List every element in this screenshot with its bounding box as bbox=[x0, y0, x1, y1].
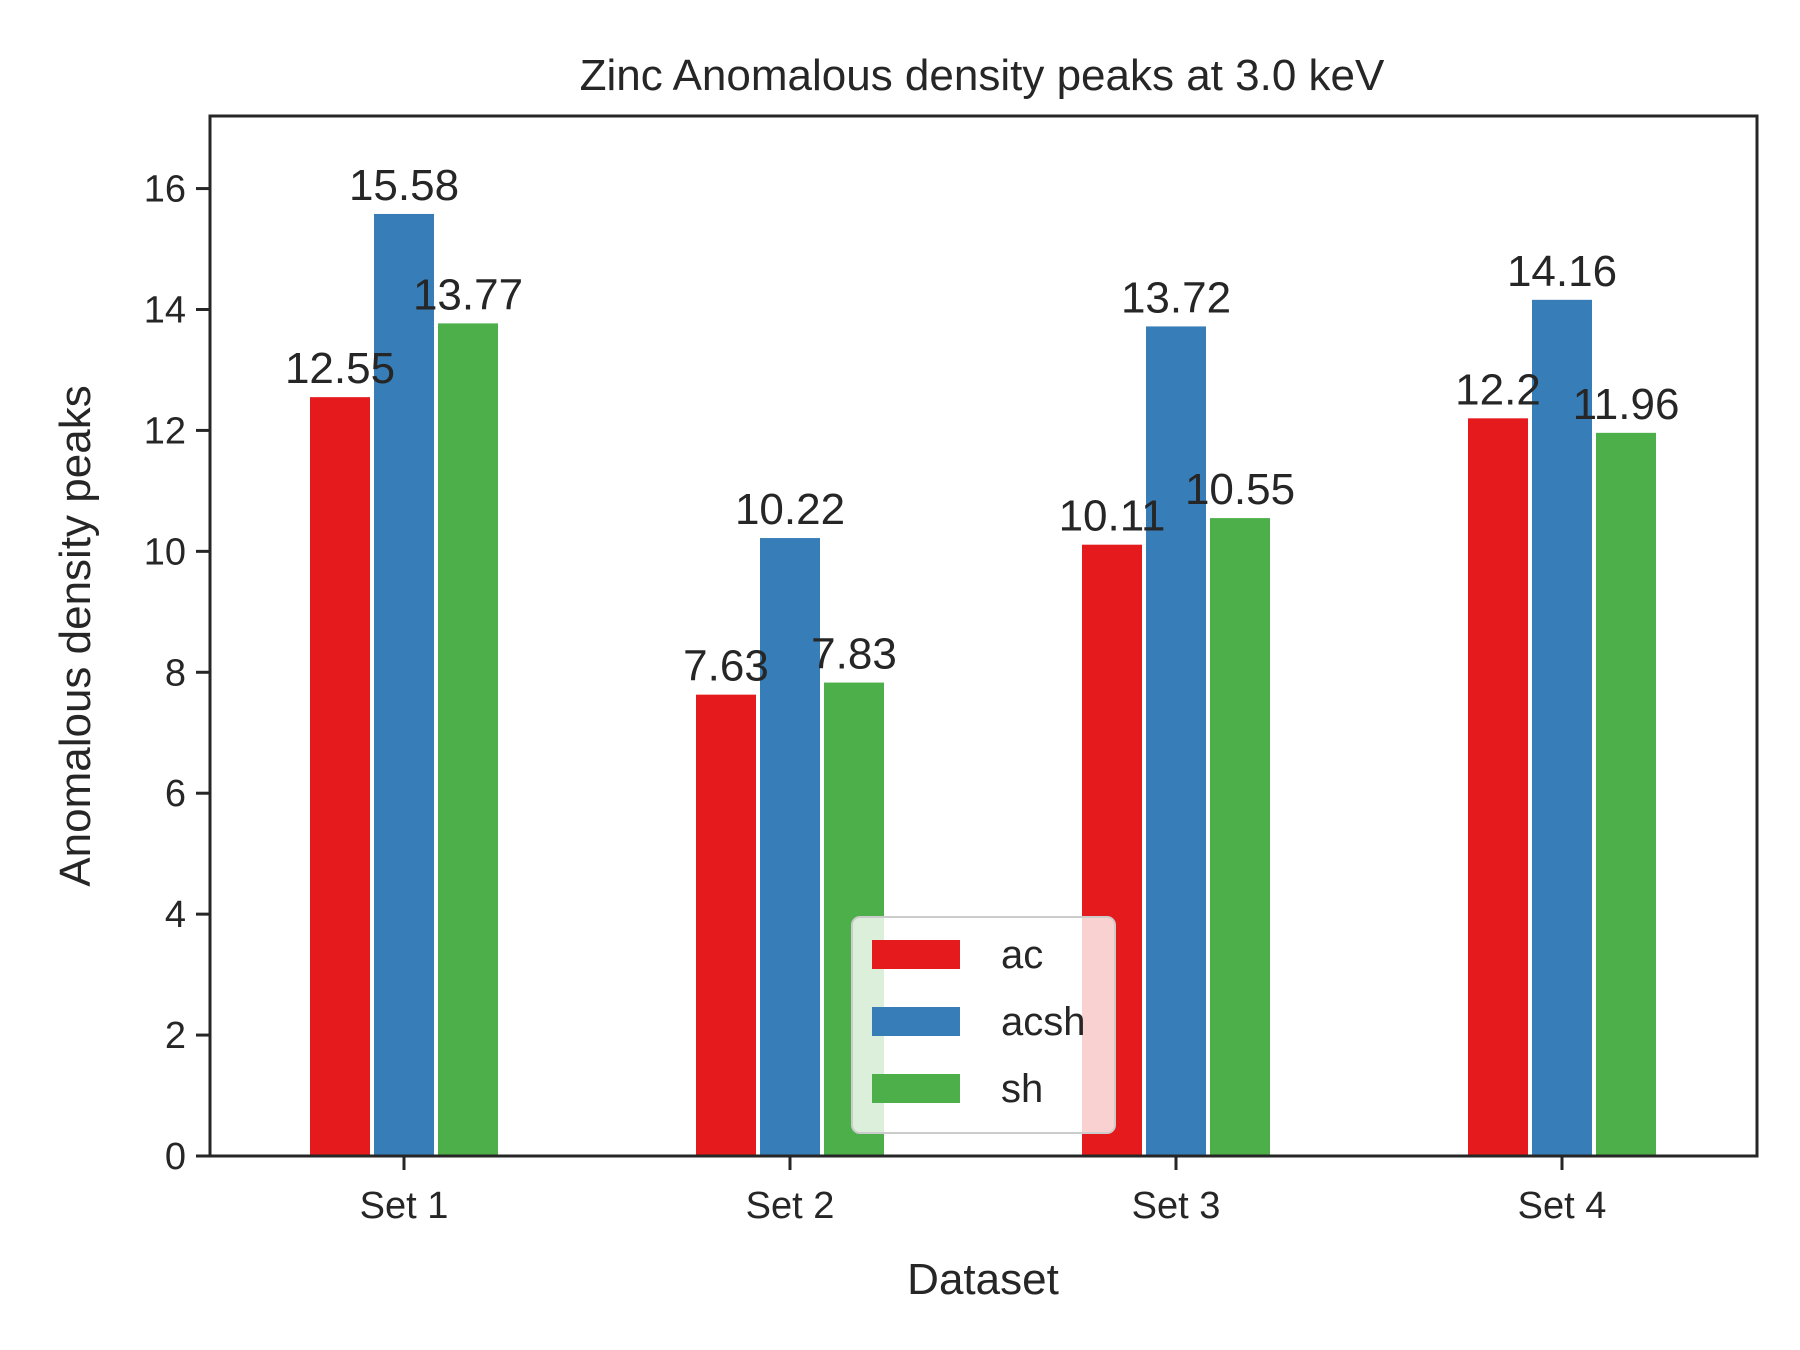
legend-items: ac acsh sh bbox=[872, 933, 1086, 1111]
y-tick-label: 4 bbox=[165, 894, 186, 936]
y-tick-label: 0 bbox=[165, 1136, 186, 1178]
legend-label-acsh: acsh bbox=[1001, 1000, 1086, 1044]
legend-swatch-sh bbox=[872, 1074, 960, 1103]
bar-sh-3 bbox=[1210, 518, 1270, 1156]
y-tick-label: 14 bbox=[144, 289, 186, 331]
legend-label-ac: ac bbox=[1001, 933, 1043, 977]
data-label-acsh-2: 10.22 bbox=[735, 485, 845, 534]
data-label-acsh-3: 13.72 bbox=[1121, 273, 1231, 322]
data-label-sh-2: 7.83 bbox=[811, 630, 897, 679]
x-tick-label: Set 4 bbox=[1518, 1185, 1607, 1227]
y-tick-label: 8 bbox=[165, 652, 186, 694]
y-tick-label: 16 bbox=[144, 169, 186, 211]
data-label-sh-1: 13.77 bbox=[413, 270, 523, 319]
bar-ac-2 bbox=[696, 694, 756, 1156]
x-tick-label: Set 3 bbox=[1132, 1185, 1221, 1227]
plot-frame bbox=[208, 114, 1759, 1158]
y-tick-label: 2 bbox=[165, 1015, 186, 1057]
bar-acsh-1 bbox=[374, 213, 434, 1156]
bar-sh-4 bbox=[1596, 432, 1656, 1156]
bar-acsh-2 bbox=[760, 538, 820, 1156]
x-axis: Set 1 Set 2 Set 3 Set 4 bbox=[360, 1156, 1607, 1227]
data-label-ac-2: 7.63 bbox=[683, 642, 769, 691]
bar-ac-4 bbox=[1468, 418, 1528, 1157]
x-tick-label: Set 1 bbox=[360, 1185, 449, 1227]
chart-title: Zinc Anomalous density peaks at 3.0 keV bbox=[580, 51, 1385, 100]
data-label-sh-4: 11.96 bbox=[1573, 380, 1680, 429]
data-label-acsh-1: 15.58 bbox=[349, 161, 459, 210]
data-label-ac-1: 12.55 bbox=[285, 344, 395, 393]
bar-acsh-3 bbox=[1146, 326, 1206, 1157]
data-label-acsh-4: 14.16 bbox=[1507, 247, 1617, 296]
y-axis: 0 2 4 6 8 10 12 14 16 bbox=[144, 169, 210, 1178]
y-axis-title: Anomalous density peaks bbox=[51, 385, 100, 886]
x-axis-title: Dataset bbox=[907, 1255, 1059, 1304]
data-labels-layer: 12.55 7.63 10.11 12.2 15.58 10.22 13.72 14.16 13… bbox=[285, 161, 1679, 691]
y-tick-label: 12 bbox=[144, 410, 186, 452]
legend: ac acsh sh bbox=[851, 916, 1116, 1134]
x-tick-label: Set 2 bbox=[746, 1185, 835, 1227]
y-tick-label: 6 bbox=[165, 773, 186, 815]
legend-swatch-acsh bbox=[872, 1007, 960, 1036]
legend-swatch-ac bbox=[872, 940, 960, 969]
data-label-sh-3: 10.55 bbox=[1185, 465, 1295, 514]
data-label-ac-4: 12.2 bbox=[1455, 365, 1541, 414]
bar-ac-1 bbox=[310, 397, 370, 1156]
bar-acsh-4 bbox=[1532, 299, 1592, 1156]
bar-sh-1 bbox=[438, 323, 498, 1156]
y-tick-label: 10 bbox=[144, 531, 186, 573]
data-label-ac-3: 10.11 bbox=[1059, 492, 1166, 541]
bars-layer bbox=[310, 213, 1656, 1157]
legend-label-sh: sh bbox=[1001, 1067, 1043, 1111]
